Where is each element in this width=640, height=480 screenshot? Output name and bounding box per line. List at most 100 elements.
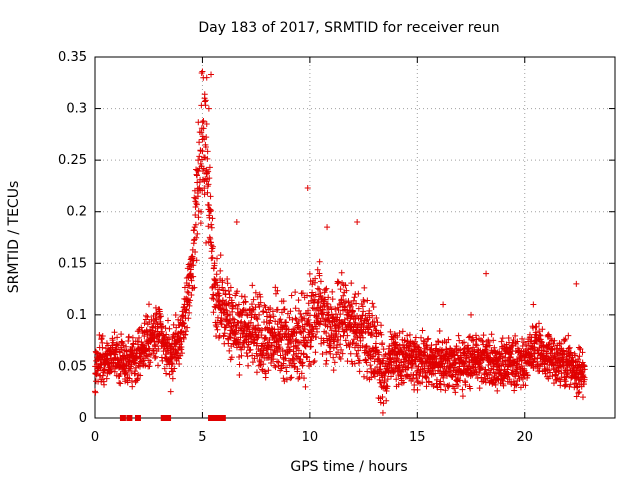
data-point	[363, 359, 370, 366]
data-point	[260, 308, 267, 315]
data-point	[193, 234, 200, 241]
data-point	[366, 324, 373, 331]
data-point	[444, 355, 451, 362]
data-point	[459, 386, 466, 393]
data-point	[491, 344, 498, 351]
data-point	[210, 296, 217, 303]
data-point	[565, 332, 572, 339]
data-point	[165, 317, 172, 324]
data-point	[340, 292, 347, 299]
data-point	[327, 344, 334, 351]
data-point	[188, 277, 195, 284]
data-point	[229, 315, 236, 322]
data-point	[354, 353, 361, 360]
gap-marker	[134, 415, 141, 421]
data-point	[350, 336, 357, 343]
data-point	[449, 373, 456, 380]
data-point	[292, 289, 299, 296]
data-point	[538, 338, 545, 345]
data-point	[409, 360, 416, 367]
data-point	[310, 359, 317, 366]
data-point	[579, 349, 586, 356]
data-point	[155, 345, 162, 352]
data-point	[192, 211, 199, 218]
data-point	[361, 298, 368, 305]
data-point	[248, 301, 255, 308]
data-point	[187, 266, 194, 273]
gap-marker	[160, 415, 167, 421]
data-point	[307, 326, 314, 333]
data-point	[468, 311, 475, 318]
data-point	[355, 290, 362, 297]
data-point	[394, 334, 401, 341]
data-point	[350, 339, 357, 346]
data-point	[370, 352, 377, 359]
data-point	[320, 339, 327, 346]
data-point	[292, 315, 299, 322]
data-point	[337, 355, 344, 362]
data-point	[232, 302, 239, 309]
data-point	[166, 371, 173, 378]
data-point	[213, 323, 220, 330]
data-point	[129, 334, 136, 341]
data-point	[506, 376, 513, 383]
data-point	[376, 355, 383, 362]
data-point	[581, 366, 588, 373]
data-point	[443, 372, 450, 379]
data-point	[406, 375, 413, 382]
data-point	[201, 185, 208, 192]
data-point	[254, 353, 261, 360]
data-point	[134, 376, 141, 383]
data-point	[197, 160, 204, 167]
data-point	[217, 252, 224, 259]
data-point	[128, 369, 135, 376]
gap-marker	[216, 415, 223, 421]
data-point	[311, 296, 318, 303]
data-point	[217, 267, 224, 274]
data-point	[227, 284, 234, 291]
data-point	[479, 364, 486, 371]
data-point	[459, 340, 466, 347]
data-point	[452, 359, 459, 366]
data-point	[477, 337, 484, 344]
data-point	[437, 386, 444, 393]
y-tick-label: 0.25	[58, 153, 87, 168]
data-point	[351, 294, 358, 301]
data-point	[380, 357, 387, 364]
data-point	[301, 315, 308, 322]
data-point	[150, 347, 157, 354]
data-point	[122, 369, 129, 376]
data-point	[387, 328, 394, 335]
data-point	[384, 383, 391, 390]
data-point	[440, 301, 447, 308]
data-point	[99, 332, 106, 339]
data-point	[146, 363, 153, 370]
data-point	[412, 338, 419, 345]
y-tick-label: 0.15	[58, 256, 87, 271]
data-point	[270, 351, 277, 358]
data-point	[456, 337, 463, 344]
data-point	[337, 333, 344, 340]
data-point	[393, 376, 400, 383]
data-point	[442, 387, 449, 394]
data-point	[347, 303, 354, 310]
data-point	[322, 360, 329, 367]
data-point	[244, 344, 251, 351]
data-point	[532, 329, 539, 336]
data-point	[363, 342, 370, 349]
data-point	[208, 207, 215, 214]
data-point	[423, 374, 430, 381]
data-point	[272, 284, 279, 291]
data-point	[159, 357, 166, 364]
data-point	[316, 286, 323, 293]
data-point	[557, 378, 564, 385]
data-point	[467, 333, 474, 340]
data-point	[295, 324, 302, 331]
data-point	[190, 273, 197, 280]
data-point	[214, 326, 221, 333]
data-point	[206, 214, 213, 221]
data-point	[410, 372, 417, 379]
y-tick-label: 0.1	[66, 308, 87, 323]
data-point	[341, 316, 348, 323]
data-point	[399, 328, 406, 335]
